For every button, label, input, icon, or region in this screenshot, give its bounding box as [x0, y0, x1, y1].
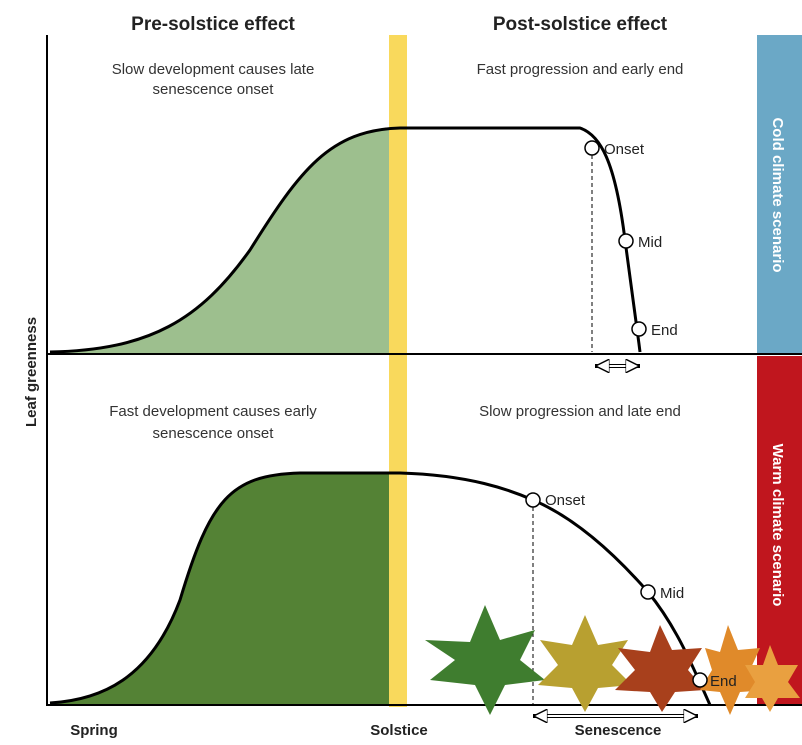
warm-bar [757, 356, 802, 705]
note: senescence onset [153, 81, 275, 98]
note: Slow development causes late [112, 61, 315, 78]
point-label: End [651, 322, 678, 339]
cold-scenario-label: Cold climate scenario [769, 117, 786, 272]
x-label: Solstice [370, 722, 428, 739]
cold-bar [757, 35, 802, 353]
x-label: Spring [70, 722, 118, 739]
y-axis-label: Leaf greenness [23, 317, 40, 427]
point-label: Mid [660, 585, 684, 602]
leaves [425, 605, 800, 715]
header-right: Post-solstice effect [493, 14, 668, 35]
note: Fast progression and early end [477, 61, 684, 78]
note: Slow progression and late end [479, 403, 681, 420]
point-label: End [710, 673, 737, 690]
solstice-bar [389, 35, 407, 707]
header-left: Pre-solstice effect [131, 14, 295, 35]
cold-fill [50, 128, 389, 353]
points [525, 140, 708, 688]
warm-fill [50, 473, 389, 704]
point-label: Mid [638, 234, 662, 251]
point-label: Onset [604, 141, 645, 158]
warm-scenario-label: Warm climate scenario [769, 444, 786, 607]
cold-curve [49, 126, 642, 354]
note: Fast development causes early [109, 403, 317, 420]
point-label: Onset [545, 492, 586, 509]
note: senescence onset [153, 425, 275, 442]
x-label: Senescence [575, 722, 662, 739]
